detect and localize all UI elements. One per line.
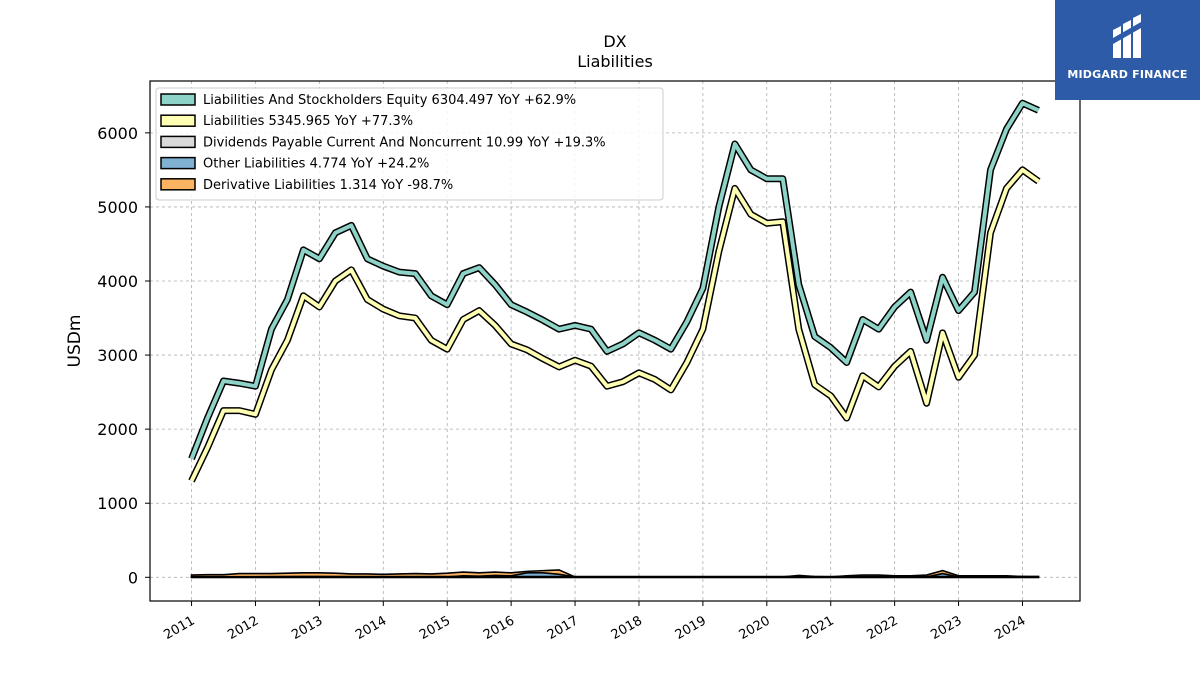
x-tick-label: 2019 [673,613,709,643]
legend: Liabilities And Stockholders Equity 6304… [155,87,664,201]
y-tick-label: 5000 [97,198,138,217]
x-tick-label: 2023 [928,613,964,643]
legend-entry: Derivative Liabilities 1.314 YoY -98.7% [203,178,453,193]
y-axis-label: USDm [65,315,85,368]
legend-swatch [160,156,196,170]
legend-entry: Other Liabilities 4.774 YoY +24.2% [203,157,429,172]
y-tick-label: 2000 [97,420,138,439]
x-tick-label: 2015 [417,613,453,643]
x-tick-label: 2011 [161,613,197,643]
chart-subtitle: Liabilities [577,52,653,71]
chart-title: DX [603,32,626,51]
series-layer [188,99,1041,579]
legend-frame [155,87,664,201]
y-tick-label: 4000 [97,272,138,291]
series-line-outline-1 [188,166,1041,483]
x-tick-label: 2021 [801,613,837,643]
series-area-2 [190,575,1040,579]
x-tick-label: 2020 [737,613,773,643]
y-tick-label: 3000 [97,346,138,365]
x-tick-label: 2024 [992,613,1028,643]
x-tick-label: 2012 [225,613,261,643]
series-line-1 [189,167,1040,482]
legend-entry: Liabilities 5345.965 YoY +77.3% [203,114,413,129]
x-tick-label: 2014 [353,613,389,643]
y-ticks: 0 1000 2000 3000 4000 5000 6000 [97,124,150,587]
y-tick-label: 6000 [97,124,138,143]
legend-swatch [160,135,196,149]
legend-swatch [160,93,196,106]
x-tick-label: 2016 [481,613,517,643]
legend-entry: Liabilities And Stockholders Equity 6304… [203,93,576,108]
x-tick-label: 2018 [609,613,645,643]
x-tick-label: 2017 [545,613,581,643]
series-line-0 [189,101,1040,460]
x-tick-label: 2013 [289,613,325,643]
brand-name: MIDGARD FINANCE [1067,68,1188,81]
x-tick-label: 2022 [864,613,900,643]
y-tick-label: 1000 [97,494,138,513]
logo-mark-icon [1113,14,1141,58]
legend-entry: Dividends Payable Current And Noncurrent… [203,135,606,150]
x-ticks: 2011 2012 2013 2014 2015 2016 2017 2018 2019 2020… [161,601,1028,643]
plot-frame [149,80,1081,602]
legend-swatch [160,114,196,127]
legend-swatch [160,178,196,191]
y-tick-label: 0 [128,568,138,587]
brand-logo: MIDGARD FINANCE [1055,0,1200,100]
